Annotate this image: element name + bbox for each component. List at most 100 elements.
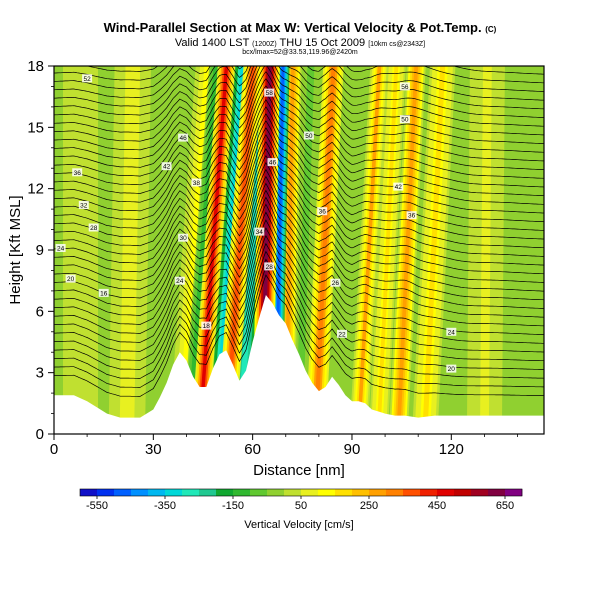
w-band [305, 66, 344, 434]
contour-label-text: 52 [83, 76, 91, 83]
theta-contour [54, 266, 544, 388]
contour-label-text: 34 [256, 229, 264, 236]
colorbar-swatch [148, 489, 166, 496]
colorbar-swatch [284, 489, 302, 496]
w-band [388, 66, 426, 434]
x-tick-label: 90 [344, 441, 361, 458]
w-band-layer [356, 66, 382, 434]
w-band-layer [396, 66, 419, 434]
contour-label-text: 18 [203, 323, 211, 330]
colorbar-swatch [165, 489, 183, 496]
theta-contour [54, 106, 544, 197]
contour-label: 24 [446, 327, 457, 336]
theta-contour [54, 250, 544, 370]
contour-label: 20 [446, 364, 457, 373]
theta-contour [54, 78, 544, 162]
contour-label: 36 [317, 207, 328, 216]
y-tick-label: 18 [27, 58, 44, 75]
colorbar-swatch [131, 489, 149, 496]
w-band-layer [224, 66, 255, 434]
colorbar-swatch [233, 489, 251, 496]
colorbar-swatch [437, 489, 455, 496]
colorbar-swatch [352, 489, 370, 496]
contour-label-text: 32 [80, 203, 88, 210]
w-band-layer [297, 66, 313, 434]
theta-contour [54, 113, 544, 205]
contour-label-text: 36 [319, 209, 327, 216]
contour-label-text: 50 [305, 133, 313, 140]
x-tick-label: 60 [244, 441, 261, 458]
theta-contour [54, 66, 544, 127]
w-band [349, 66, 389, 434]
contour-label: 34 [254, 227, 265, 236]
y-axis-label: Height [Kft MSL] [7, 195, 24, 304]
contour-label: 42 [161, 162, 172, 171]
colorbar-swatch [114, 489, 132, 496]
theta-contour [54, 0, 544, 57]
contour-label-text: 42 [163, 164, 171, 171]
contour-label-text: 16 [100, 290, 108, 297]
contour-label: 52 [82, 74, 93, 83]
theta-contour [54, 189, 544, 301]
theta-contour [54, 258, 544, 379]
contour-label-text: 26 [332, 280, 340, 287]
theta-contour [54, 66, 544, 144]
contour-label: 22 [337, 329, 347, 338]
colorbar-label: Vertical Velocity [cm/s] [244, 519, 353, 531]
w-band-layer [376, 66, 399, 434]
contour-label-text: 46 [179, 135, 187, 142]
plot-area: 52 36 32 28 24 20 16 46 42 38 30 24 18 58 46 34 28 50 36 26… [54, 0, 544, 434]
colorbar-swatch [488, 489, 506, 496]
contour-label: 46 [178, 133, 189, 142]
colorbar-swatch [267, 489, 285, 496]
y-tick-label: 15 [27, 119, 44, 136]
contour-label: 16 [98, 288, 109, 297]
theta-contour [54, 211, 544, 327]
valid-date: THU 15 Oct 2009 [279, 37, 366, 49]
x-axis-label: Distance [nm] [253, 462, 345, 479]
colorbar-swatch [97, 489, 115, 496]
chart-title-text: Wind-Parallel Section at Max W: Vertical… [103, 20, 482, 35]
terrain-mask [54, 295, 544, 434]
w-band [190, 66, 236, 434]
theta-contour [54, 161, 544, 266]
colorbar-swatch [216, 489, 234, 496]
contour-label: 30 [178, 233, 189, 242]
theta-contour [54, 242, 544, 362]
contour-label: 36 [72, 168, 83, 177]
contour-label-text: 56 [401, 84, 409, 91]
contour-label: 24 [55, 244, 66, 253]
theta-contour [54, 92, 544, 179]
contour-label-text: 42 [395, 184, 403, 191]
contour-label: 36 [406, 211, 417, 220]
contour-label-text: 20 [67, 276, 75, 283]
y-tick-label: 12 [27, 181, 44, 198]
utc-time: (1200Z) [252, 41, 277, 48]
colorbar-swatch [318, 489, 336, 496]
x-tick-label: 120 [439, 441, 464, 458]
colorbar-swatch [420, 489, 438, 496]
theta-contour [54, 66, 544, 84]
w-band-layer [336, 66, 359, 434]
contour-label: 28 [88, 223, 99, 232]
contour-label: 50 [399, 115, 410, 124]
y-axis: 0 3 6 9 12 15 18 [27, 58, 54, 443]
theta-contour [54, 196, 544, 309]
colorbar-tick-label: 50 [295, 500, 307, 512]
contour-label: 50 [303, 131, 314, 140]
colorbar-tick-label: 450 [428, 500, 446, 512]
theta-contour [54, 120, 544, 214]
theta-contour [54, 66, 544, 136]
x-tick-label: 0 [50, 441, 58, 458]
colorbar-swatch [80, 489, 98, 496]
contour-label-text: 36 [408, 213, 416, 220]
theta-contour [54, 85, 544, 170]
theta-contour [54, 168, 544, 275]
colorbar-swatch [199, 489, 217, 496]
contour-label: 28 [264, 262, 275, 271]
contour-label-text: 24 [448, 329, 456, 336]
w-band [108, 66, 151, 434]
w-band-layer [313, 66, 336, 434]
chart-title: Wind-Parallel Section at Max W: Vertical… [0, 20, 600, 37]
y-tick-label: 0 [36, 426, 44, 443]
